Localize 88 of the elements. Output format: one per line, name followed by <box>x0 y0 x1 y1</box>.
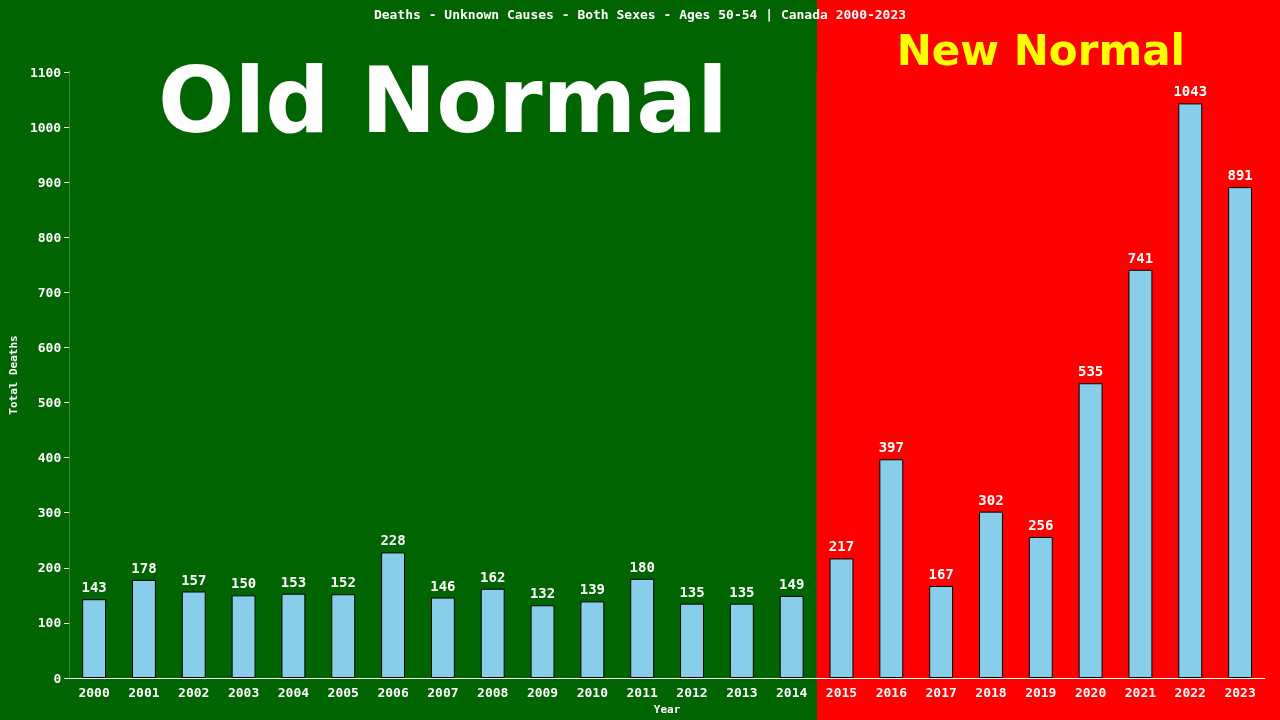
data-label: 217 <box>828 538 855 555</box>
x-tick-label: 2013 <box>726 685 758 700</box>
x-tick-label: 2022 <box>1174 685 1206 700</box>
x-tick-label: 2016 <box>875 685 908 700</box>
data-label: 302 <box>978 491 1004 508</box>
bar <box>381 552 406 678</box>
data-label: 535 <box>1077 363 1104 380</box>
y-tick-label: 300 <box>37 505 62 521</box>
bar <box>929 586 954 678</box>
data-label: 741 <box>1127 249 1154 266</box>
x-tick-label: 2012 <box>676 685 708 700</box>
x-tick-label: 2007 <box>427 685 459 700</box>
data-label: 143 <box>81 579 107 596</box>
data-label: 152 <box>330 574 356 591</box>
y-tick-label: 1100 <box>29 64 62 80</box>
bar <box>530 605 555 678</box>
y-tick-label: 400 <box>37 450 62 466</box>
x-tick-label: 2003 <box>227 685 260 700</box>
x-tick-label: 2008 <box>477 685 509 700</box>
y-tick-label: 500 <box>37 395 62 411</box>
y-tick-label: 0 <box>53 670 62 686</box>
bar <box>281 593 306 678</box>
bar <box>430 597 455 678</box>
x-tick-label: 2004 <box>277 685 310 700</box>
x-tick-label: 2005 <box>327 685 359 700</box>
bar <box>82 599 107 678</box>
x-axis-title: Year <box>653 702 681 716</box>
bar <box>680 603 704 678</box>
data-label: 153 <box>280 573 307 590</box>
data-label: 146 <box>430 577 456 594</box>
bar <box>879 459 904 678</box>
x-tick-label: 2000 <box>78 685 110 700</box>
bar <box>1078 383 1103 678</box>
x-tick-label: 2018 <box>975 685 1007 700</box>
bar <box>729 603 754 678</box>
bar <box>231 595 256 678</box>
band-label: Old Normal <box>157 47 728 153</box>
x-tick-label: 2010 <box>576 685 609 700</box>
data-label: 157 <box>181 571 207 588</box>
x-tick-label: 2002 <box>178 685 210 700</box>
bar <box>131 579 156 678</box>
x-tick-label: 2020 <box>1074 685 1107 700</box>
data-label: 167 <box>928 566 954 582</box>
data-label: 228 <box>380 532 406 549</box>
x-tick-label: 2015 <box>825 685 858 700</box>
y-tick-label: 600 <box>37 339 62 355</box>
data-label: 1043 <box>1173 83 1208 100</box>
data-label: 135 <box>679 583 705 600</box>
bar <box>979 511 1003 678</box>
bar <box>1028 536 1053 678</box>
y-tick-label: 1000 <box>29 119 62 135</box>
y-tick-label: 800 <box>37 229 62 245</box>
bar <box>480 588 505 678</box>
bar <box>1228 187 1253 678</box>
band-label: New Normal <box>896 25 1185 75</box>
bar <box>1178 103 1203 678</box>
x-tick-label: 2017 <box>925 685 957 700</box>
data-label: 178 <box>131 559 157 576</box>
data-label: 139 <box>579 581 606 598</box>
data-label: 132 <box>529 585 556 602</box>
bar <box>580 601 605 678</box>
data-label: 397 <box>878 439 904 456</box>
data-label: 135 <box>729 583 755 600</box>
bar <box>779 595 804 678</box>
bar <box>181 591 206 678</box>
data-label: 150 <box>230 575 257 592</box>
data-label: 180 <box>629 558 655 575</box>
x-tick-label: 2019 <box>1025 685 1057 700</box>
x-tick-label: 2021 <box>1124 685 1157 700</box>
data-label: 256 <box>1028 516 1054 533</box>
x-tick-label: 2009 <box>526 685 559 700</box>
x-tick-label: 2006 <box>377 685 409 700</box>
x-tick-label: 2011 <box>626 685 659 700</box>
y-tick-label: 700 <box>37 284 62 300</box>
x-tick-label: 2001 <box>128 685 160 700</box>
bar <box>829 558 854 678</box>
x-tick-label: 2014 <box>776 685 808 700</box>
y-tick-label: 100 <box>37 615 62 631</box>
bar <box>331 594 356 678</box>
bar <box>630 578 655 678</box>
data-label: 149 <box>779 575 805 592</box>
bar <box>1128 269 1153 678</box>
data-label: 162 <box>480 568 506 585</box>
x-tick-label: 2023 <box>1224 685 1256 700</box>
y-axis-title: Total Deaths <box>7 335 20 415</box>
y-tick-label: 200 <box>37 560 62 576</box>
y-tick-label: 900 <box>37 174 62 190</box>
data-label: 891 <box>1227 167 1253 184</box>
